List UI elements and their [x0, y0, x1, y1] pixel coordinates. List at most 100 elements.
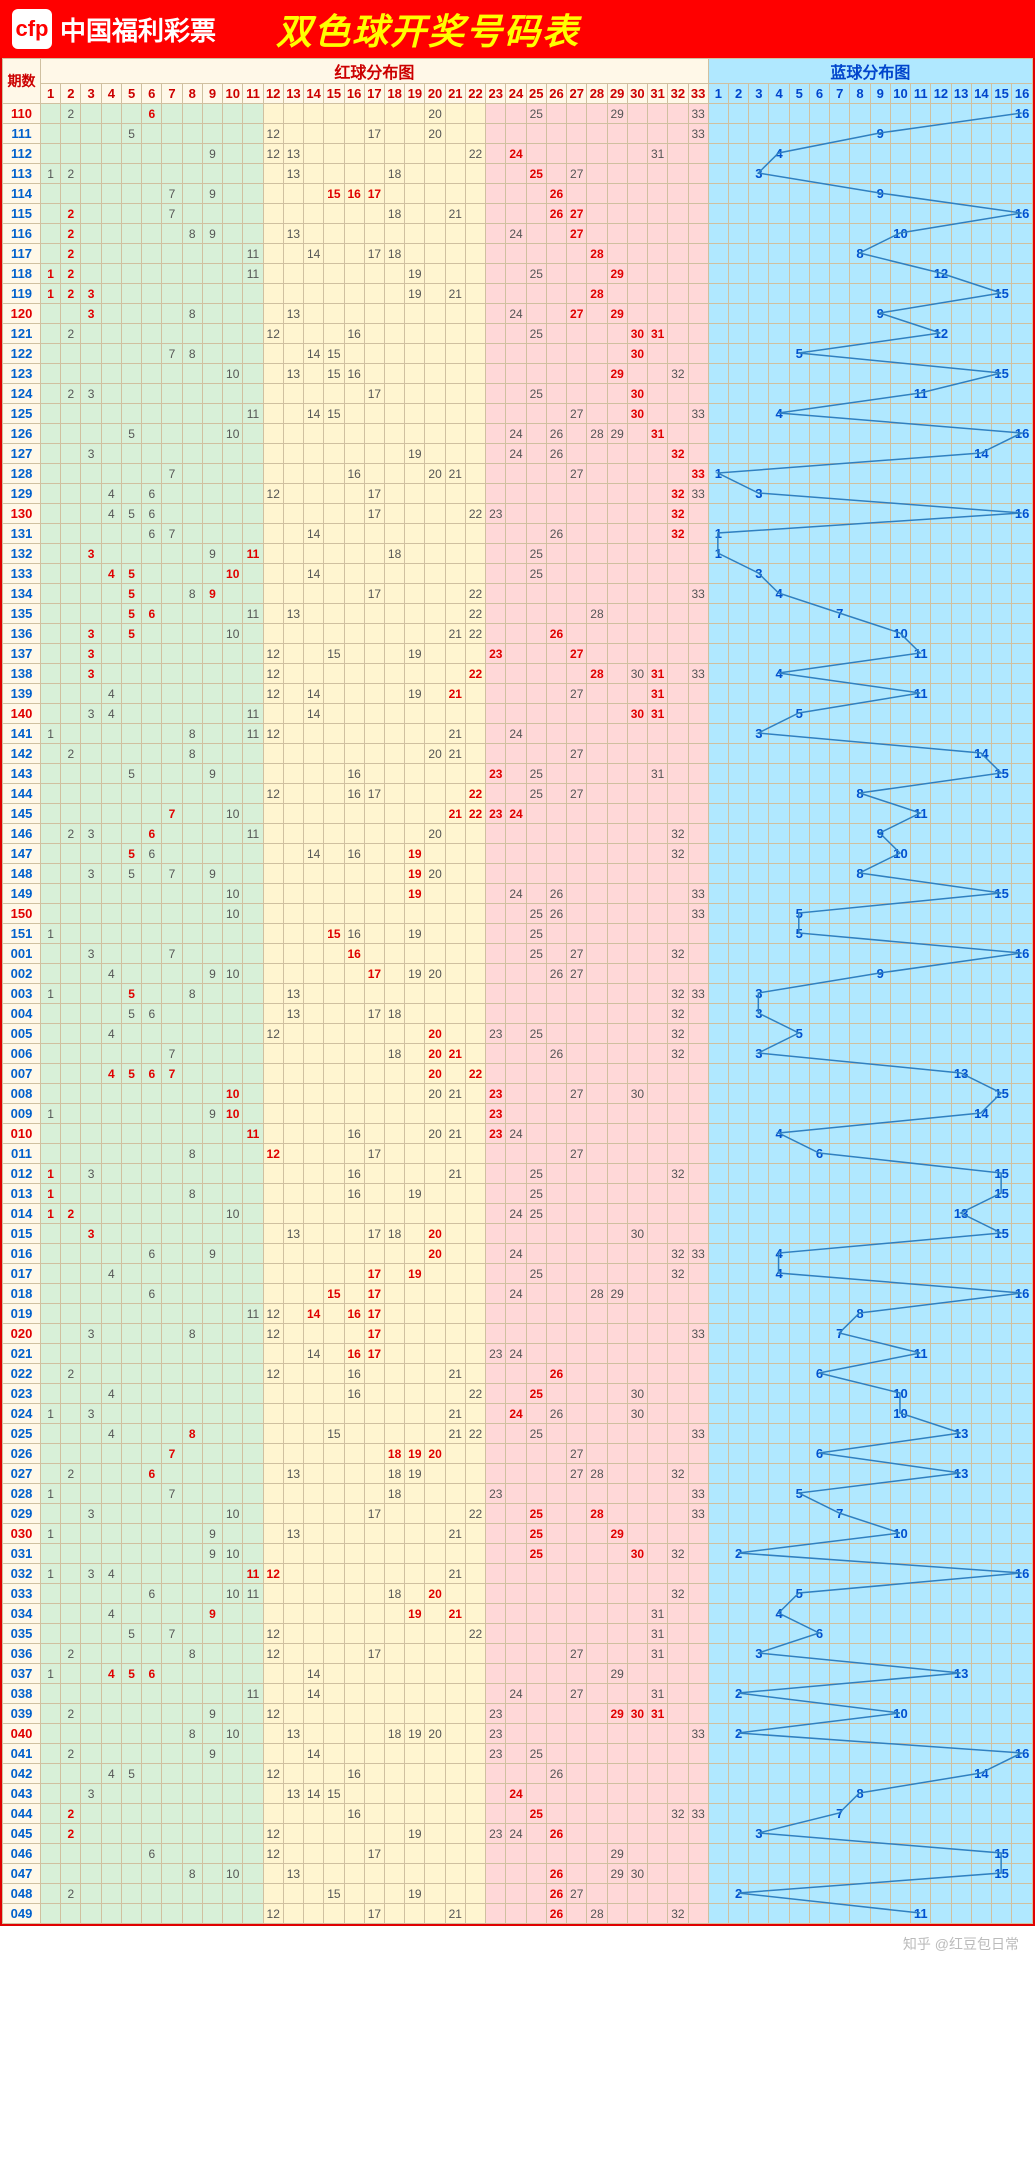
red-ball-21: 21	[449, 1607, 462, 1621]
blue-cell	[951, 1044, 971, 1064]
red-cell	[648, 384, 668, 404]
red-cell	[648, 224, 668, 244]
red-cell: 21	[445, 624, 465, 644]
red-ball-20: 20	[428, 747, 441, 761]
blue-cell	[951, 544, 971, 564]
red-cell: 3	[81, 1224, 101, 1244]
blue-cell	[890, 1004, 910, 1024]
blue-cell	[1012, 1544, 1033, 1564]
red-cell	[61, 1564, 81, 1584]
blue-cell	[951, 404, 971, 424]
red-cell: 3	[81, 304, 101, 324]
blue-cell	[830, 1664, 850, 1684]
blue-cell	[1012, 904, 1033, 924]
red-cell	[425, 1184, 445, 1204]
red-cell	[182, 764, 202, 784]
red-ball-2: 2	[68, 1367, 75, 1381]
lottery-table: 期数红球分布图蓝球分布图1234567891011121314151617181…	[2, 58, 1033, 1924]
red-cell	[546, 1724, 566, 1744]
blue-cell	[830, 1044, 850, 1064]
blue-cell	[809, 1104, 829, 1124]
blue-cell	[850, 624, 870, 644]
red-cell	[81, 884, 101, 904]
red-ball-5: 5	[128, 987, 135, 1001]
red-cell	[526, 1784, 546, 1804]
red-cell	[607, 1444, 627, 1464]
blue-cell	[769, 1704, 789, 1724]
red-cell	[324, 144, 344, 164]
blue-cell	[1012, 1184, 1033, 1204]
red-ball-25: 25	[530, 1547, 543, 1561]
red-ball-29: 29	[611, 367, 624, 381]
period-cell: 111	[3, 124, 41, 144]
red-ball-14: 14	[307, 1787, 320, 1801]
blue-cell	[749, 1444, 769, 1464]
red-cell	[405, 1584, 425, 1604]
blue-cell	[809, 1504, 829, 1524]
red-cell: 4	[101, 564, 121, 584]
red-cell	[223, 124, 243, 144]
red-ball-32: 32	[671, 367, 684, 381]
red-cell	[81, 1084, 101, 1104]
blue-cell	[951, 284, 971, 304]
blue-cell	[769, 284, 789, 304]
blue-ball-13: 13	[954, 1066, 968, 1081]
red-cell: 19	[405, 964, 425, 984]
red-ball-27: 27	[570, 1687, 583, 1701]
blue-cell	[830, 204, 850, 224]
blue-cell	[911, 904, 931, 924]
blue-cell	[749, 1184, 769, 1204]
red-cell	[607, 284, 627, 304]
red-cell	[324, 1644, 344, 1664]
red-cell	[223, 1444, 243, 1464]
red-cell: 25	[526, 1524, 546, 1544]
red-cell	[162, 664, 182, 684]
red-cell: 31	[648, 1644, 668, 1664]
blue-cell: 15	[992, 1084, 1012, 1104]
red-cell: 27	[567, 204, 587, 224]
red-cell	[243, 784, 263, 804]
red-cell: 3	[81, 704, 101, 724]
red-cell	[668, 224, 688, 244]
red-ball-23: 23	[489, 1027, 502, 1041]
blue-cell: 4	[769, 1604, 789, 1624]
blue-cell	[708, 1784, 728, 1804]
red-cell	[546, 464, 566, 484]
red-cell: 32	[668, 1044, 688, 1064]
blue-cell	[708, 1264, 728, 1284]
red-cell	[486, 1644, 506, 1664]
blue-cell	[1012, 1704, 1033, 1724]
blue-ball-15: 15	[994, 1166, 1008, 1181]
blue-cell	[830, 1444, 850, 1464]
blue-cell	[749, 1284, 769, 1304]
red-cell: 2	[61, 104, 81, 124]
red-cell	[41, 1124, 61, 1144]
red-cell: 6	[142, 1464, 162, 1484]
red-cell	[607, 604, 627, 624]
blue-cell	[911, 1404, 931, 1424]
red-cell	[101, 164, 121, 184]
blue-cell	[850, 924, 870, 944]
red-cell: 29	[607, 104, 627, 124]
blue-cell	[769, 1184, 789, 1204]
red-cell	[41, 404, 61, 424]
blue-cell	[809, 464, 829, 484]
red-cell	[546, 704, 566, 724]
red-cell	[121, 464, 141, 484]
red-cell	[627, 544, 647, 564]
data-row: 136351021222610	[3, 624, 1033, 644]
data-row: 147561416193210	[3, 844, 1033, 864]
red-cell	[162, 1124, 182, 1144]
red-cell	[223, 1784, 243, 1804]
red-ball-27: 27	[570, 227, 583, 241]
red-cell	[142, 1784, 162, 1804]
blue-cell	[890, 304, 910, 324]
red-ball-18: 18	[388, 247, 401, 261]
blue-cell	[870, 1324, 890, 1344]
hdr-red-25: 25	[526, 84, 546, 104]
red-cell: 1	[41, 1524, 61, 1544]
red-cell	[668, 1324, 688, 1344]
red-cell	[243, 1264, 263, 1284]
blue-ball-15: 15	[994, 1186, 1008, 1201]
blue-cell	[830, 784, 850, 804]
